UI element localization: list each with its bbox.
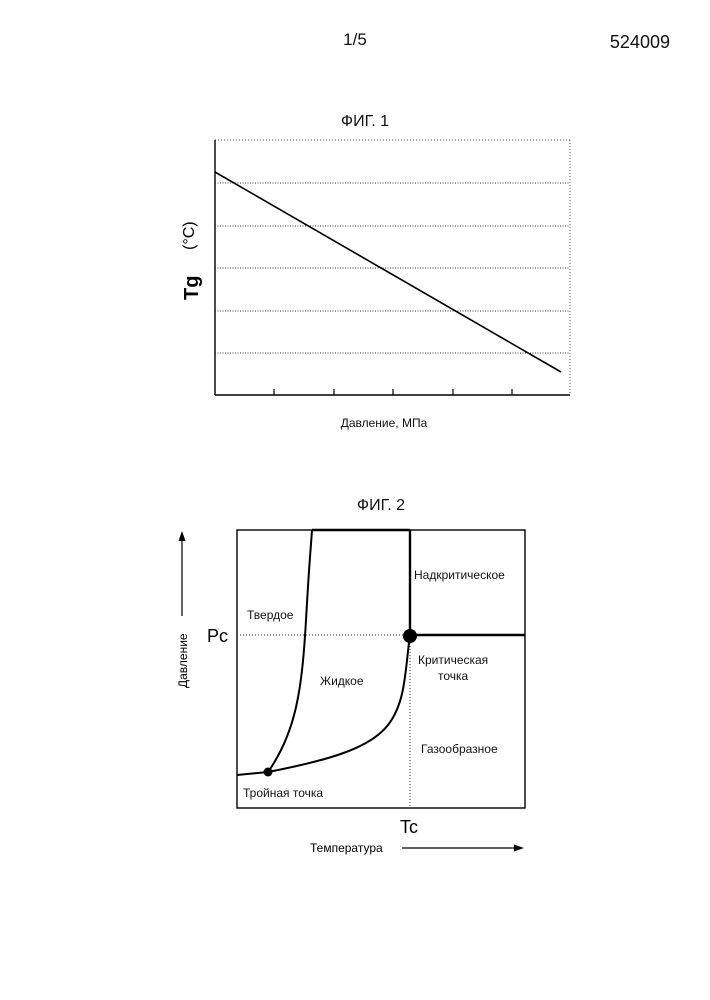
figure2-critical-point-marker	[403, 629, 417, 643]
figure1-gridlines	[215, 183, 570, 353]
figure2-solid-label: Твердое	[247, 608, 294, 622]
figure2-y-axis-label: Давление	[176, 633, 190, 688]
figure2-phase-diagram: Твердое Жидкое Надкритическое Критическа…	[176, 530, 525, 855]
figure1-plot: Tg (°C)	[181, 140, 570, 395]
figure1-series-line	[215, 172, 561, 372]
figure2-gas-label: Газообразное	[421, 742, 498, 756]
figure2-y-axis-arrow-head	[179, 531, 186, 541]
figure1-x-ticks	[274, 389, 512, 395]
figure2-critical-point-label-line1: Критическая	[418, 653, 488, 667]
figure2-critical-point-label-line2: точка	[438, 669, 469, 683]
figure2-pc-label: Pc	[207, 626, 228, 646]
figure2-triple-point-marker	[264, 768, 273, 777]
figure1-y-axis-label: Tg	[181, 276, 203, 300]
figure2-melting-curve	[268, 530, 312, 772]
figure2-supercritical-label: Надкритическое	[414, 568, 505, 582]
figure2-sublimation-curve	[237, 772, 268, 775]
figure1-y-axis-unit: (°C)	[181, 221, 198, 250]
figure2-triple-point-label: Тройная точка	[243, 786, 323, 800]
figure2-tc-label: Tc	[400, 817, 418, 837]
figure2-vaporization-curve	[268, 635, 410, 772]
figure2-x-axis-arrow-head	[514, 845, 524, 852]
figure2-liquid-label: Жидкое	[320, 674, 364, 688]
figure2-x-axis-label: Температура	[310, 841, 383, 855]
